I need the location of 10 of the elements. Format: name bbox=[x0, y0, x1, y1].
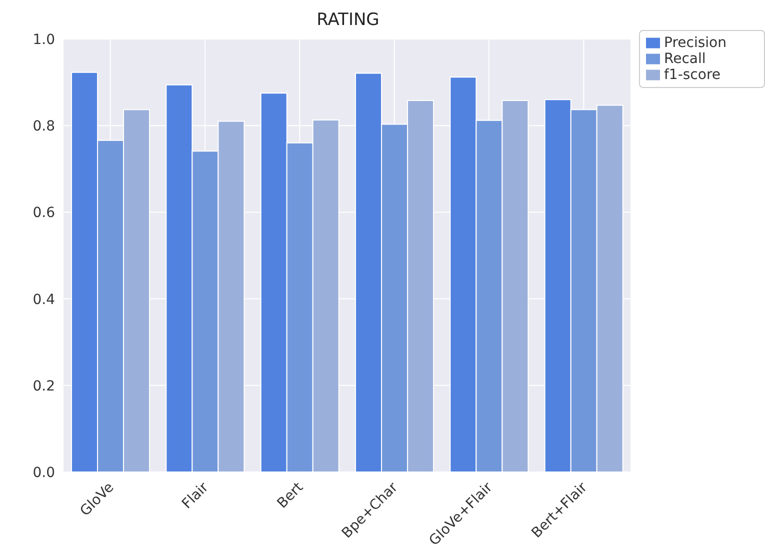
legend-label: f1-score bbox=[664, 67, 721, 83]
y-tick-label: 0.2 bbox=[32, 378, 55, 394]
y-tick-label: 1.0 bbox=[32, 32, 55, 48]
y-tick-label: 0.8 bbox=[32, 118, 55, 135]
y-tick-label: 0.6 bbox=[32, 205, 56, 222]
chart-title: RATING bbox=[316, 10, 380, 30]
legend-label: Recall bbox=[664, 51, 706, 67]
y-tick-label: 0.0 bbox=[32, 464, 55, 481]
y-tick-label: 0.4 bbox=[32, 292, 56, 308]
legend-label: Precision bbox=[664, 35, 726, 51]
